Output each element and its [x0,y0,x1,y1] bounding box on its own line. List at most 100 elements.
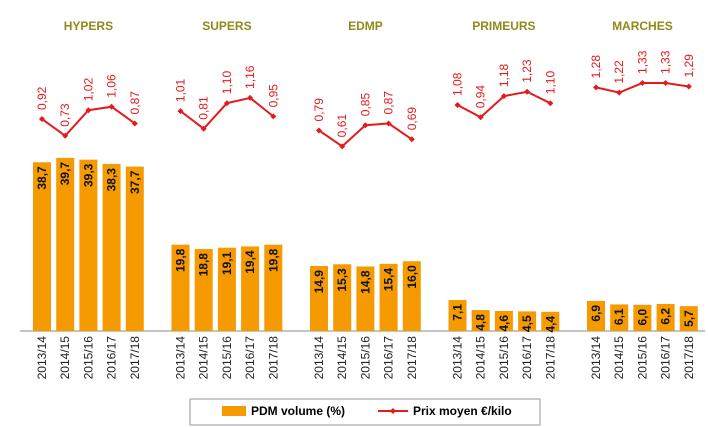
bar [171,244,190,331]
x-tick-label: 2014/15 [197,336,211,380]
x-tick-label: 2015/16 [497,336,511,380]
x-tick-label: 2013/14 [312,336,326,380]
bar-label: 4,4 [543,315,557,332]
bar-label: 14,8 [358,270,372,294]
price-marker [39,116,45,123]
x-tick-label: 2014/15 [58,336,72,380]
price-label: 1,06 [105,74,119,98]
price-label: 0,69 [405,107,419,131]
price-label: 1,08 [451,72,465,96]
x-tick-label: 2017/18 [543,336,557,380]
bar [402,261,421,331]
bar [102,164,121,331]
bar [194,249,213,331]
x-tick-label: 2016/17 [105,336,119,380]
bar-label: 6,2 [659,308,673,325]
price-label: 1,10 [220,71,234,95]
bar [333,264,352,331]
bar [518,311,537,331]
bar [541,311,560,331]
bar [241,246,260,331]
x-tick-label: 2016/17 [243,336,257,380]
bar-label: 14,9 [312,270,326,294]
bar-label: 4,6 [497,315,511,332]
group-title: HYPERS [64,19,113,33]
x-tick-label: 2017/18 [266,336,280,380]
price-marker [385,120,392,127]
bar-label: 37,7 [128,170,142,194]
legend-label: PDM volume (%) [251,404,345,418]
group-title: MARCHES [612,19,673,33]
price-marker [270,113,277,120]
price-marker [593,84,599,91]
price-marker [454,101,461,108]
price-marker [477,114,484,121]
x-tick-label: 2015/16 [81,336,95,380]
bar-label: 19,8 [266,248,280,272]
x-tick-label: 2013/14 [451,336,465,380]
price-label: 1,16 [243,65,257,89]
x-tick-label: 2013/14 [35,336,49,380]
bar-label: 4,8 [474,314,488,331]
price-marker [223,100,230,107]
price-label: 1,28 [589,55,603,79]
group-title: EDMP [348,19,383,33]
price-marker [177,108,184,115]
x-tick-label: 2013/14 [589,336,603,380]
bar-label: 7,1 [451,304,465,321]
price-marker [108,103,115,110]
bar [448,300,467,331]
x-tick-label: 2016/17 [520,336,534,380]
price-label: 0,61 [335,114,349,138]
price-label: 1,33 [659,50,673,74]
price-marker [616,89,623,96]
price-label: 1,01 [174,78,188,102]
price-label: 1,33 [635,50,649,74]
bar-label: 19,1 [220,251,234,275]
legend-box [189,398,541,426]
group-title: SUPERS [202,19,251,33]
price-marker [200,125,207,132]
price-marker [62,132,69,139]
price-label: 0,87 [128,91,142,115]
x-tick-label: 2016/17 [659,336,673,380]
bar [264,244,283,331]
x-tick-label: 2015/16 [220,336,234,380]
bar-label: 5,7 [682,310,696,327]
bar-label: 39,7 [58,162,72,186]
x-tick-label: 2017/18 [682,336,696,380]
bar-label: 6,0 [635,309,649,326]
legend-label: Prix moyen €/kilo [413,404,512,418]
price-marker [85,107,92,114]
bar [679,306,698,331]
price-marker [524,88,531,95]
price-marker [131,120,138,127]
x-tick-label: 2014/15 [474,336,488,380]
bar-label: 4,5 [520,315,534,332]
x-tick-label: 2014/15 [612,336,626,380]
bar-label: 15,4 [382,268,396,292]
price-label: 1,18 [497,63,511,87]
price-label: 0,87 [382,91,396,115]
x-tick-label: 2016/17 [382,336,396,380]
bar [356,266,375,331]
price-label: 0,92 [35,86,49,110]
bar [56,157,75,331]
bar [310,266,328,331]
bar [379,263,398,331]
price-label: 0,95 [266,84,280,108]
bar [471,310,490,331]
group-title: PRIMEURS [472,19,535,33]
price-marker [316,127,322,134]
bar-label: 38,7 [35,166,49,190]
x-tick-label: 2015/16 [635,336,649,380]
price-label: 0,85 [358,93,372,117]
bar-label: 19,8 [174,248,188,272]
price-marker [662,79,669,86]
bar-label: 18,8 [197,253,211,277]
bar-label: 15,3 [335,268,349,292]
x-tick-label: 2017/18 [405,336,419,380]
price-marker [362,122,369,129]
bar [656,303,675,331]
bar-label: 6,9 [589,305,603,322]
